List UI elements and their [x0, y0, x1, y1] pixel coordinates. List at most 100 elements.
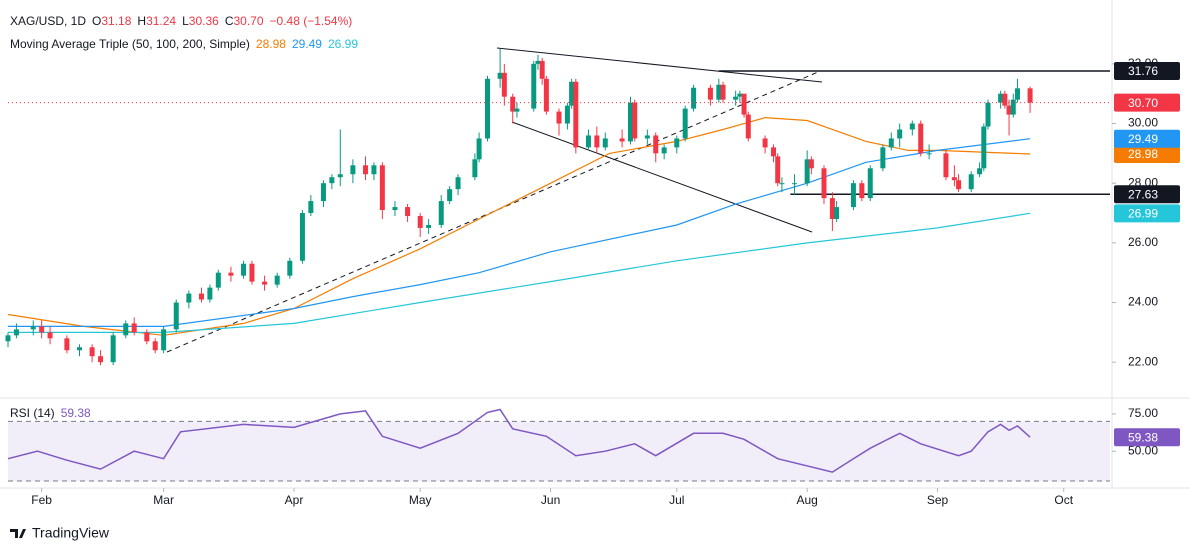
- candle-body: [501, 72, 507, 97]
- candle-body: [152, 341, 158, 351]
- rsi-header: RSI (14) 59.38: [10, 406, 91, 420]
- candle-body: [985, 102, 991, 127]
- y-tick-label: 30.00: [1128, 116, 1158, 130]
- candle-body: [956, 180, 962, 190]
- candle-body: [716, 84, 722, 100]
- candle-body: [602, 138, 608, 148]
- candle-body: [123, 323, 129, 336]
- candle-body: [207, 287, 213, 300]
- y-tick-label: 26.00: [1128, 235, 1158, 249]
- header-text: 30.70: [234, 14, 264, 28]
- header-text: 30.36: [189, 14, 219, 28]
- candle-body: [241, 263, 247, 276]
- candle-body: [951, 177, 957, 181]
- header-text: XAG/USD, 1D: [10, 14, 86, 28]
- candle-body: [476, 138, 482, 160]
- x-tick-label: Aug: [796, 493, 817, 507]
- header-text: 31.18: [101, 14, 131, 28]
- candle-body: [707, 87, 713, 100]
- ma-badge: [1114, 204, 1180, 223]
- candle-body: [585, 135, 591, 148]
- candle-body: [5, 335, 11, 342]
- candle-body: [438, 201, 444, 225]
- rsi-badge-label: 59.38: [1128, 430, 1158, 444]
- footer-text: TradingView: [32, 525, 110, 541]
- candle-body: [594, 135, 600, 148]
- header-text: Moving Average Triple (50, 100, 200, Sim…: [10, 37, 250, 51]
- logo-icon: [10, 529, 26, 538]
- candle-body: [775, 156, 781, 184]
- level-badge: [1114, 62, 1180, 81]
- candle-body: [484, 78, 490, 139]
- candle-body: [829, 198, 835, 219]
- ma-badge: [1114, 129, 1180, 148]
- candle-body: [1027, 88, 1033, 103]
- candle-body: [47, 332, 53, 339]
- ma-badge-label: 26.99: [1128, 206, 1158, 220]
- x-tick-label: Sep: [927, 493, 949, 507]
- header-text: 59.38: [61, 406, 91, 420]
- candle-body: [363, 165, 369, 175]
- candle-body: [661, 147, 667, 154]
- candle-body: [745, 114, 751, 139]
- ma-line: [8, 138, 1031, 327]
- x-tick-label: Feb: [31, 493, 52, 507]
- candle-body: [850, 183, 856, 208]
- candle-body: [691, 87, 697, 109]
- candle-body: [417, 216, 423, 228]
- candle-body: [733, 96, 739, 100]
- header-text: 26.99: [328, 37, 358, 51]
- header-line: XAG/USD, 1D O31.18 H31.24 L30.36 C30.70 −0.48…: [10, 14, 352, 28]
- y-tick-label: 22.00: [1128, 354, 1158, 368]
- candle-body: [1014, 88, 1020, 100]
- candle-body: [918, 123, 924, 154]
- candle-body: [968, 174, 974, 190]
- ma-badge-label: 29.49: [1128, 132, 1158, 146]
- candle-body: [682, 108, 688, 139]
- rsi-band: [8, 421, 1110, 482]
- candle-body: [644, 135, 650, 139]
- candle-body: [228, 272, 234, 276]
- y-tick-label: 24.00: [1128, 295, 1158, 309]
- candle-body: [1002, 93, 1008, 106]
- ma-badge: [1114, 144, 1180, 163]
- candle-body: [897, 129, 903, 139]
- x-tick-label: Oct: [1054, 493, 1073, 507]
- candle-body: [977, 168, 983, 175]
- candle-body: [737, 93, 743, 97]
- candle-body: [531, 63, 537, 109]
- candle-body: [337, 174, 343, 178]
- ma-line: [7, 116, 1031, 336]
- candle-body: [569, 81, 575, 106]
- candle-body: [619, 138, 625, 142]
- candle-body: [804, 159, 810, 184]
- header-text: C: [225, 14, 234, 28]
- rsi-line: [7, 408, 1031, 473]
- candle-body: [674, 138, 680, 148]
- candle-body: [514, 108, 520, 112]
- candle-body: [472, 159, 478, 178]
- header-text: H: [137, 14, 146, 28]
- candle-body: [173, 302, 179, 330]
- candle-body: [720, 84, 726, 100]
- candle-body: [77, 347, 83, 351]
- candle-body: [39, 326, 45, 333]
- candle-body: [880, 147, 886, 169]
- candle-body: [771, 147, 777, 157]
- candle-body: [308, 201, 314, 214]
- x-tick-label: Apr: [285, 493, 304, 507]
- candle-body: [564, 105, 570, 124]
- candle-body: [198, 293, 204, 300]
- header-text: 29.49: [292, 37, 322, 51]
- candle-body: [762, 138, 768, 148]
- candle-body: [64, 338, 70, 351]
- last-price-badge-label: 30.70: [1128, 96, 1158, 110]
- last-price-badge: [1114, 93, 1180, 112]
- candle-body: [98, 356, 104, 363]
- candle-body: [834, 207, 840, 219]
- x-tick-label: Mar: [153, 493, 174, 507]
- candle-body: [981, 126, 987, 169]
- level-badge: [1114, 185, 1180, 204]
